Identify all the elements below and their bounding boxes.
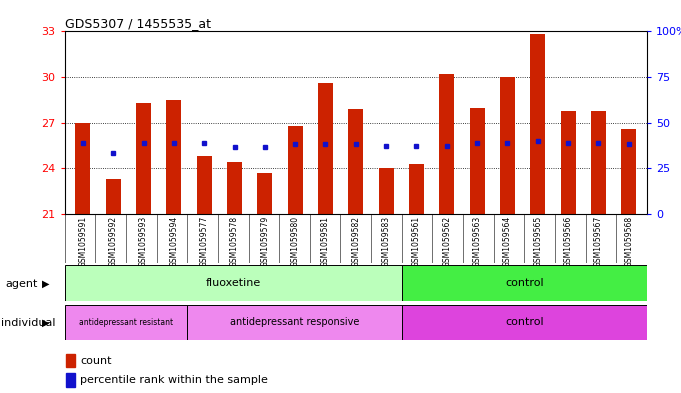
Text: antidepressant responsive: antidepressant responsive bbox=[230, 317, 359, 327]
Bar bbox=[409, 164, 424, 214]
Bar bbox=[166, 100, 181, 214]
Bar bbox=[187, 305, 402, 340]
Bar bbox=[439, 74, 454, 214]
Bar bbox=[66, 354, 75, 367]
Bar bbox=[227, 162, 242, 214]
Text: control: control bbox=[505, 317, 543, 327]
Text: control: control bbox=[505, 278, 543, 288]
Text: count: count bbox=[80, 356, 112, 366]
Bar bbox=[66, 373, 75, 387]
Text: antidepressant resistant: antidepressant resistant bbox=[79, 318, 173, 327]
Bar bbox=[402, 305, 647, 340]
Bar bbox=[106, 179, 121, 214]
Text: ▶: ▶ bbox=[42, 318, 50, 328]
Bar bbox=[65, 265, 402, 301]
Bar bbox=[348, 109, 364, 214]
Bar bbox=[136, 103, 151, 214]
Bar bbox=[257, 173, 272, 214]
Bar bbox=[560, 111, 575, 214]
Text: ▶: ▶ bbox=[42, 279, 50, 289]
Bar bbox=[469, 108, 485, 214]
Bar bbox=[530, 35, 545, 214]
Bar bbox=[591, 111, 606, 214]
Bar bbox=[402, 265, 647, 301]
Text: fluoxetine: fluoxetine bbox=[206, 278, 261, 288]
Bar bbox=[379, 169, 394, 214]
Bar bbox=[500, 77, 515, 214]
Bar bbox=[65, 305, 187, 340]
Bar bbox=[197, 156, 212, 214]
Text: agent: agent bbox=[5, 279, 38, 289]
Bar bbox=[76, 123, 91, 214]
Text: percentile rank within the sample: percentile rank within the sample bbox=[80, 375, 268, 386]
Text: individual: individual bbox=[1, 318, 55, 328]
Bar bbox=[287, 126, 303, 214]
Text: GDS5307 / 1455535_at: GDS5307 / 1455535_at bbox=[65, 17, 210, 30]
Bar bbox=[621, 129, 636, 214]
Bar bbox=[318, 83, 333, 214]
